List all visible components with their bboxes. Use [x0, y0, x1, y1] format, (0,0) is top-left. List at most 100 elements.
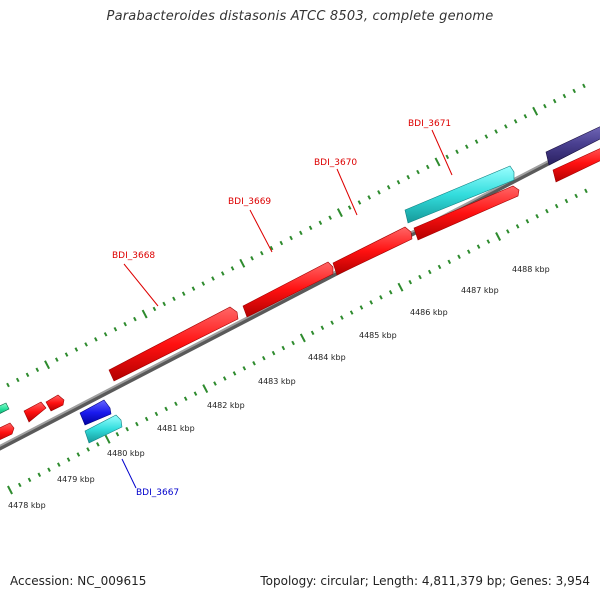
minor-tick: [320, 325, 325, 330]
minor-tick: [94, 337, 98, 342]
major-tick: [532, 106, 539, 116]
minor-tick: [222, 376, 227, 381]
kbp-labels: 4478 kbp 4479 kbp 4480 kbp 4481 kbp 4482 kbp…: [8, 265, 550, 510]
minor-tick: [250, 256, 254, 261]
minor-tick: [486, 239, 491, 244]
minor-tick: [220, 271, 225, 276]
minor-tick: [55, 357, 59, 362]
major-tick: [104, 434, 111, 444]
gene-bdi-3671[interactable]: [413, 185, 520, 241]
minor-tick: [269, 245, 274, 251]
gene-cyan-lower[interactable]: [84, 414, 123, 444]
minor-tick: [515, 224, 520, 229]
gene-bdi-3668[interactable]: [108, 306, 239, 382]
minor-tick: [162, 301, 167, 307]
minor-tick: [135, 421, 139, 427]
major-tick: [44, 360, 51, 370]
minor-tick: [416, 169, 420, 175]
minor-tick: [535, 213, 539, 219]
kbp-label: 4488 kbp: [512, 265, 550, 274]
minor-tick: [25, 372, 30, 378]
minor-tick: [35, 367, 40, 373]
minor-tick: [310, 330, 315, 336]
minor-tick: [504, 124, 508, 129]
gene-red-left-1[interactable]: [0, 422, 15, 442]
kbp-label: 4486 kbp: [410, 308, 448, 317]
gene-bdi-3670[interactable]: [332, 226, 413, 276]
tick-row-outer: [6, 83, 586, 388]
minor-tick: [525, 219, 530, 224]
gene-label-bdi-3667[interactable]: BDI_3667: [136, 488, 179, 498]
minor-tick: [260, 250, 264, 256]
minor-tick: [17, 482, 22, 488]
minor-tick: [193, 391, 198, 396]
gene-red-right[interactable]: [552, 144, 600, 183]
gene-teal-left[interactable]: [0, 402, 10, 416]
minor-tick: [230, 266, 235, 271]
minor-tick: [455, 149, 459, 155]
minor-tick: [396, 179, 401, 185]
minor-tick: [388, 290, 393, 295]
major-tick: [7, 485, 13, 495]
minor-tick: [213, 381, 217, 386]
kbp-label: 4480 kbp: [107, 449, 145, 458]
minor-tick: [437, 264, 442, 270]
map-title: Parabacteroides distasonis ATCC 8503, co…: [106, 9, 494, 24]
minor-tick: [74, 347, 79, 352]
major-tick: [202, 384, 209, 394]
gene-bdi-3669[interactable]: [242, 261, 334, 318]
gene-bdi-3667-blue[interactable]: [79, 399, 112, 426]
minor-tick: [349, 310, 354, 315]
accession-text: Accession: NC_009615: [10, 574, 147, 588]
minor-tick: [84, 342, 88, 347]
minor-tick: [133, 316, 137, 322]
minor-tick: [506, 229, 510, 234]
label-leaders: [121, 129, 453, 489]
minor-tick: [152, 306, 157, 312]
kbp-label: 4485 kbp: [359, 331, 397, 340]
minor-tick: [181, 291, 186, 296]
gene-label-group: BDI_3668 BDI_3669 BDI_3670 BDI_3671 BDI_…: [112, 119, 451, 498]
minor-tick: [582, 83, 586, 89]
major-tick: [239, 258, 246, 268]
minor-tick: [211, 276, 215, 281]
minor-tick: [513, 119, 518, 124]
minor-tick: [406, 174, 411, 180]
minor-tick: [562, 93, 567, 99]
minor-tick: [66, 457, 71, 462]
minor-tick: [427, 269, 432, 275]
gene-red-left-3[interactable]: [45, 394, 65, 412]
gene-label-bdi-3669[interactable]: BDI_3669: [228, 197, 271, 207]
gene-label-bdi-3670[interactable]: BDI_3670: [314, 158, 357, 168]
minor-tick: [242, 366, 247, 371]
minor-tick: [445, 154, 450, 160]
minor-tick: [543, 103, 547, 109]
minor-tick: [115, 431, 120, 437]
gene-purple-right[interactable]: [545, 122, 600, 166]
minor-tick: [465, 144, 469, 149]
minor-tick: [379, 295, 383, 300]
kbp-label: 4481 kbp: [157, 424, 195, 433]
minor-tick: [545, 208, 549, 214]
minor-tick: [584, 188, 588, 194]
gene-cyan-upper[interactable]: [404, 165, 515, 224]
minor-tick: [252, 361, 256, 366]
minor-tick: [15, 377, 20, 383]
minor-tick: [572, 88, 577, 94]
minor-tick: [64, 352, 69, 357]
gene-label-bdi-3668[interactable]: BDI_3668: [112, 251, 155, 261]
minor-tick: [347, 205, 352, 210]
minor-tick: [144, 416, 149, 422]
gene-red-left-2[interactable]: [23, 401, 47, 423]
minor-tick: [554, 203, 559, 209]
minor-tick: [37, 472, 42, 478]
minor-tick: [328, 215, 332, 220]
minor-tick: [476, 244, 481, 249]
minor-tick: [279, 240, 284, 246]
major-tick: [495, 232, 502, 241]
gene-label-bdi-3671[interactable]: BDI_3671: [408, 119, 451, 129]
minor-tick: [232, 371, 237, 376]
minor-tick: [172, 296, 176, 302]
minor-tick: [289, 235, 293, 241]
minor-tick: [357, 200, 362, 205]
